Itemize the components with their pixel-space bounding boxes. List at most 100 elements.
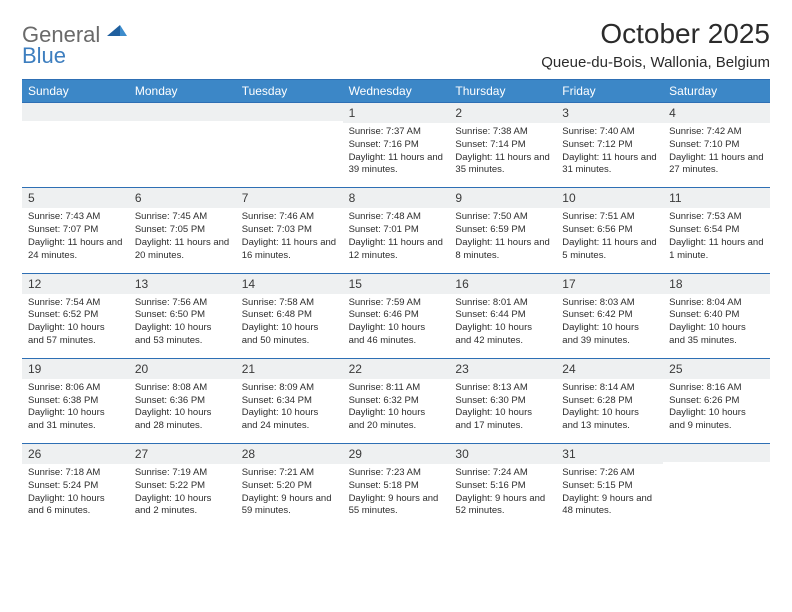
day-body [663, 462, 770, 524]
day-body: Sunrise: 7:46 AMSunset: 7:03 PMDaylight:… [236, 208, 343, 272]
sunset-text: Sunset: 7:16 PM [349, 139, 444, 152]
day-body: Sunrise: 7:24 AMSunset: 5:16 PMDaylight:… [449, 464, 556, 528]
sunset-text: Sunset: 7:01 PM [349, 224, 444, 237]
day-number: 22 [343, 359, 450, 379]
page-title: October 2025 [541, 18, 770, 50]
daylight-text: Daylight: 10 hours and 2 minutes. [135, 493, 230, 519]
day-number: 6 [129, 188, 236, 208]
day-number: 29 [343, 444, 450, 464]
day-body: Sunrise: 8:08 AMSunset: 6:36 PMDaylight:… [129, 379, 236, 443]
sunset-text: Sunset: 6:28 PM [562, 395, 657, 408]
sunset-text: Sunset: 6:40 PM [669, 309, 764, 322]
sunrise-text: Sunrise: 7:19 AM [135, 467, 230, 480]
day-cell: 30Sunrise: 7:24 AMSunset: 5:16 PMDayligh… [449, 444, 556, 528]
sunrise-text: Sunrise: 7:46 AM [242, 211, 337, 224]
sunset-text: Sunset: 6:32 PM [349, 395, 444, 408]
logo-mark-icon [107, 29, 127, 46]
daylight-text: Daylight: 10 hours and 57 minutes. [28, 322, 123, 348]
day-body: Sunrise: 7:51 AMSunset: 6:56 PMDaylight:… [556, 208, 663, 272]
day-cell: 29Sunrise: 7:23 AMSunset: 5:18 PMDayligh… [343, 444, 450, 528]
sunrise-text: Sunrise: 7:18 AM [28, 467, 123, 480]
day-number: 28 [236, 444, 343, 464]
daylight-text: Daylight: 10 hours and 39 minutes. [562, 322, 657, 348]
day-body: Sunrise: 7:37 AMSunset: 7:16 PMDaylight:… [343, 123, 450, 187]
sunrise-text: Sunrise: 7:50 AM [455, 211, 550, 224]
day-cell: 16Sunrise: 8:01 AMSunset: 6:44 PMDayligh… [449, 274, 556, 358]
daylight-text: Daylight: 10 hours and 9 minutes. [669, 407, 764, 433]
sunrise-text: Sunrise: 8:16 AM [669, 382, 764, 395]
daylight-text: Daylight: 10 hours and 31 minutes. [28, 407, 123, 433]
day-cell: 27Sunrise: 7:19 AMSunset: 5:22 PMDayligh… [129, 444, 236, 528]
day-header: Sunday [22, 80, 129, 102]
day-cell: 19Sunrise: 8:06 AMSunset: 6:38 PMDayligh… [22, 359, 129, 443]
day-body: Sunrise: 7:43 AMSunset: 7:07 PMDaylight:… [22, 208, 129, 272]
day-number [236, 103, 343, 121]
day-number: 8 [343, 188, 450, 208]
day-number: 4 [663, 103, 770, 123]
daylight-text: Daylight: 11 hours and 12 minutes. [349, 237, 444, 263]
sunrise-text: Sunrise: 8:06 AM [28, 382, 123, 395]
brand-logo: General Blue [22, 22, 127, 67]
sunset-text: Sunset: 6:34 PM [242, 395, 337, 408]
sunrise-text: Sunrise: 7:58 AM [242, 297, 337, 310]
daylight-text: Daylight: 10 hours and 35 minutes. [669, 322, 764, 348]
sunrise-text: Sunrise: 7:40 AM [562, 126, 657, 139]
day-body: Sunrise: 8:13 AMSunset: 6:30 PMDaylight:… [449, 379, 556, 443]
sunrise-text: Sunrise: 7:23 AM [349, 467, 444, 480]
sunrise-text: Sunrise: 8:11 AM [349, 382, 444, 395]
day-cell: 10Sunrise: 7:51 AMSunset: 6:56 PMDayligh… [556, 188, 663, 272]
day-header: Tuesday [236, 80, 343, 102]
day-header: Monday [129, 80, 236, 102]
daylight-text: Daylight: 11 hours and 35 minutes. [455, 152, 550, 178]
day-cell: 5Sunrise: 7:43 AMSunset: 7:07 PMDaylight… [22, 188, 129, 272]
weeks-container: 1Sunrise: 7:37 AMSunset: 7:16 PMDaylight… [22, 102, 770, 528]
sunset-text: Sunset: 6:42 PM [562, 309, 657, 322]
daylight-text: Daylight: 10 hours and 20 minutes. [349, 407, 444, 433]
day-body: Sunrise: 7:56 AMSunset: 6:50 PMDaylight:… [129, 294, 236, 358]
week-row: 26Sunrise: 7:18 AMSunset: 5:24 PMDayligh… [22, 443, 770, 528]
day-cell: 13Sunrise: 7:56 AMSunset: 6:50 PMDayligh… [129, 274, 236, 358]
daylight-text: Daylight: 11 hours and 39 minutes. [349, 152, 444, 178]
day-number: 16 [449, 274, 556, 294]
sunrise-text: Sunrise: 8:03 AM [562, 297, 657, 310]
day-body: Sunrise: 7:45 AMSunset: 7:05 PMDaylight:… [129, 208, 236, 272]
sunrise-text: Sunrise: 7:56 AM [135, 297, 230, 310]
day-cell: 17Sunrise: 8:03 AMSunset: 6:42 PMDayligh… [556, 274, 663, 358]
day-cell: 28Sunrise: 7:21 AMSunset: 5:20 PMDayligh… [236, 444, 343, 528]
day-body: Sunrise: 8:01 AMSunset: 6:44 PMDaylight:… [449, 294, 556, 358]
sunset-text: Sunset: 5:22 PM [135, 480, 230, 493]
day-cell: 6Sunrise: 7:45 AMSunset: 7:05 PMDaylight… [129, 188, 236, 272]
sunset-text: Sunset: 6:54 PM [669, 224, 764, 237]
sunset-text: Sunset: 5:15 PM [562, 480, 657, 493]
day-number: 18 [663, 274, 770, 294]
day-number: 3 [556, 103, 663, 123]
day-body: Sunrise: 8:06 AMSunset: 6:38 PMDaylight:… [22, 379, 129, 443]
daylight-text: Daylight: 11 hours and 20 minutes. [135, 237, 230, 263]
day-cell: 12Sunrise: 7:54 AMSunset: 6:52 PMDayligh… [22, 274, 129, 358]
day-cell: 1Sunrise: 7:37 AMSunset: 7:16 PMDaylight… [343, 103, 450, 187]
daylight-text: Daylight: 10 hours and 17 minutes. [455, 407, 550, 433]
daylight-text: Daylight: 11 hours and 8 minutes. [455, 237, 550, 263]
sunset-text: Sunset: 5:16 PM [455, 480, 550, 493]
day-body: Sunrise: 7:21 AMSunset: 5:20 PMDaylight:… [236, 464, 343, 528]
logo-line2: Blue [22, 45, 127, 67]
sunset-text: Sunset: 7:10 PM [669, 139, 764, 152]
sunset-text: Sunset: 6:48 PM [242, 309, 337, 322]
sunset-text: Sunset: 7:03 PM [242, 224, 337, 237]
daylight-text: Daylight: 9 hours and 55 minutes. [349, 493, 444, 519]
day-number: 20 [129, 359, 236, 379]
daylight-text: Daylight: 9 hours and 52 minutes. [455, 493, 550, 519]
day-number: 26 [22, 444, 129, 464]
day-body: Sunrise: 7:19 AMSunset: 5:22 PMDaylight:… [129, 464, 236, 528]
page-subtitle: Queue-du-Bois, Wallonia, Belgium [541, 54, 770, 71]
day-number: 31 [556, 444, 663, 464]
day-cell: 22 Sunrise: 8:11 AMSunset: 6:32 PMDayligh… [343, 359, 450, 443]
daylight-text: Daylight: 10 hours and 13 minutes. [562, 407, 657, 433]
day-number: 21 [236, 359, 343, 379]
sunrise-text: Sunrise: 7:59 AM [349, 297, 444, 310]
day-body: Sunrise: 8:14 AMSunset: 6:28 PMDaylight:… [556, 379, 663, 443]
day-cell: 2Sunrise: 7:38 AMSunset: 7:14 PMDaylight… [449, 103, 556, 187]
day-cell [129, 103, 236, 187]
sunset-text: Sunset: 6:56 PM [562, 224, 657, 237]
day-header: Wednesday [343, 80, 450, 102]
